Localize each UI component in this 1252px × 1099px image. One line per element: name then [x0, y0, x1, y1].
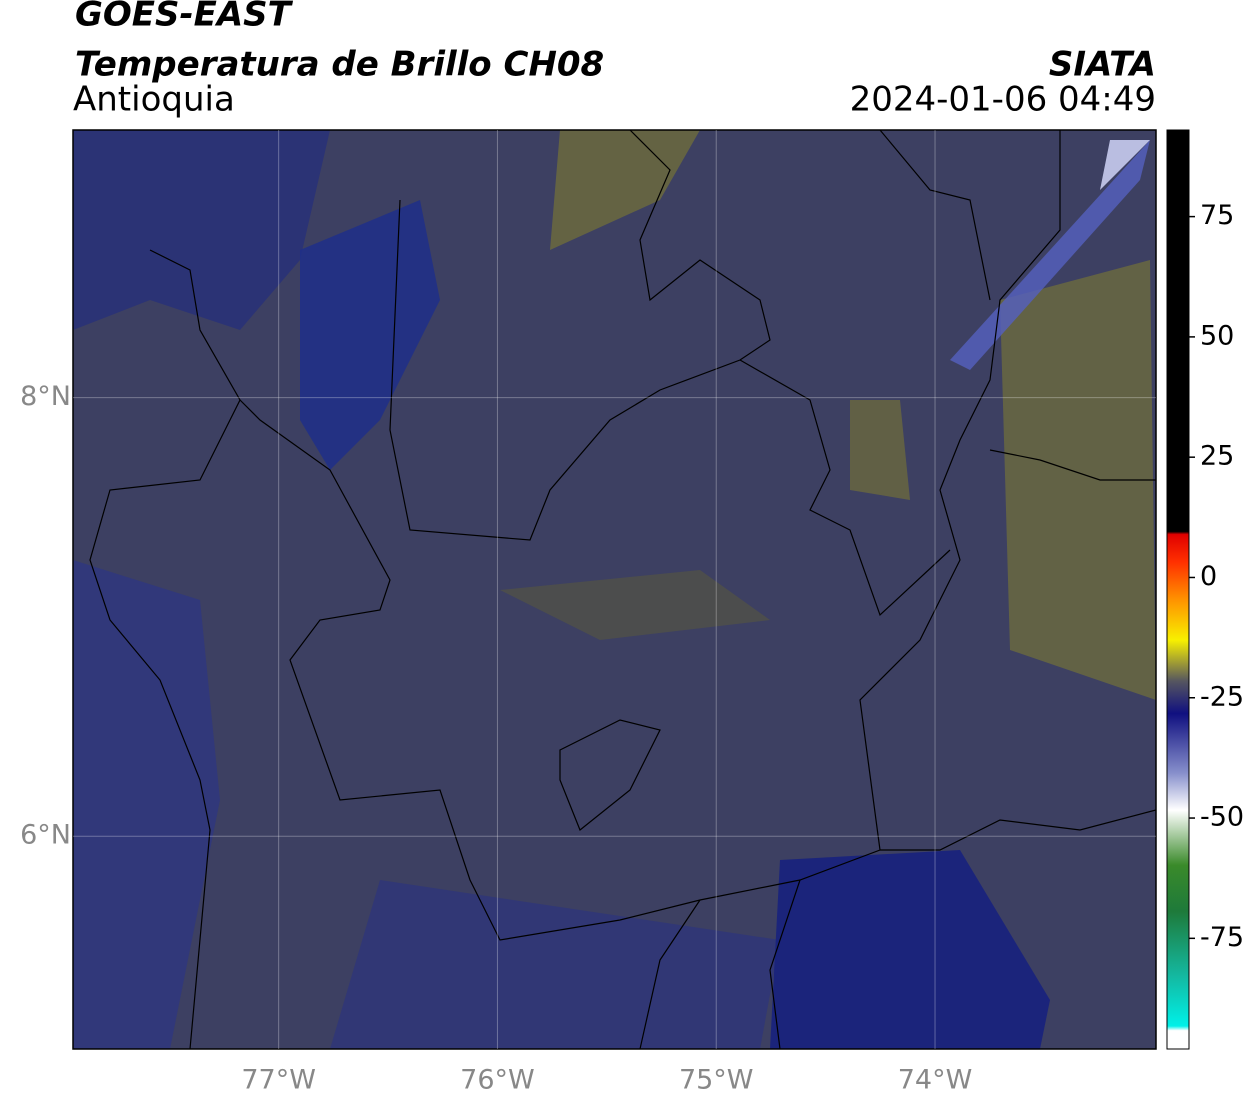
colorbar-tick-label: -25 — [1200, 681, 1244, 712]
x-tick-label: 77°W — [241, 1065, 316, 1096]
colorbar-tick-label: -50 — [1200, 802, 1244, 833]
datetime: 2024-01-06 04:49 — [850, 80, 1156, 120]
x-tick-label: 76°W — [460, 1065, 535, 1096]
subtitle: Temperatura de Brillo CH08 — [75, 45, 604, 85]
colorbar-tick-label: 0 — [1200, 561, 1217, 592]
colorbar-tick-label: 50 — [1200, 320, 1234, 351]
title: GOES-EAST — [75, 0, 294, 35]
map-field — [73, 130, 1156, 1049]
x-tick-label: 74°W — [898, 1065, 973, 1096]
region: Antioquia — [73, 80, 235, 120]
y-tick-label: 8°N — [20, 381, 71, 412]
y-tick-label: 6°N — [20, 820, 71, 851]
colorbar — [1166, 129, 1190, 1050]
x-tick-label: 75°W — [679, 1065, 754, 1096]
colorbar-tick-label: -75 — [1200, 922, 1244, 953]
colorbar-tick-label: 25 — [1200, 441, 1234, 472]
colorbar-tick-label: 75 — [1200, 200, 1234, 231]
source: SIATA — [1049, 45, 1156, 85]
map-frame — [72, 129, 1157, 1050]
